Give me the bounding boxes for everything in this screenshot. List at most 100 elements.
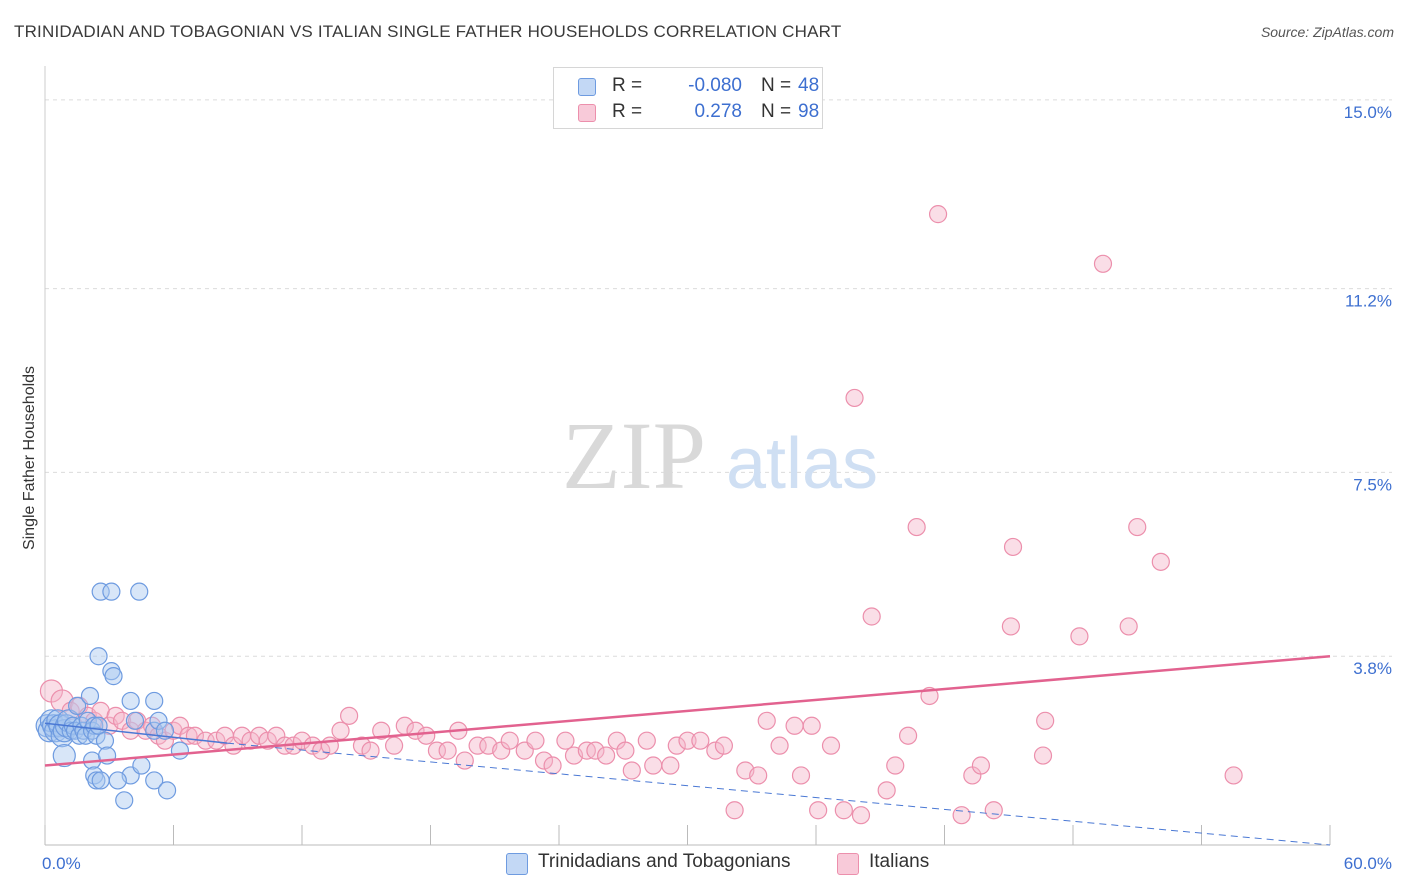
data-point-italian — [971, 756, 991, 775]
data-point-trinidadian — [68, 696, 87, 716]
data-point-italian — [749, 766, 768, 785]
data-point-italian — [361, 741, 380, 760]
data-point-trinidadian — [157, 781, 177, 800]
data-point-trinidadian — [145, 691, 164, 711]
data-point-trinidadian — [125, 711, 145, 730]
data-point-italian — [616, 741, 635, 760]
data-point-italian — [714, 736, 734, 755]
bottom-legend-swatch-pink — [837, 853, 859, 875]
data-point-italian — [661, 756, 680, 775]
points-layer — [35, 205, 1243, 825]
grid-layer — [45, 99, 1392, 657]
legend-r-value: -0.080 — [688, 75, 742, 96]
bottom-legend-label: Italians — [869, 851, 930, 872]
data-point-trinidadian — [102, 582, 121, 601]
legend-swatch-pink — [578, 104, 596, 122]
data-point-italian — [862, 607, 881, 626]
data-point-italian — [1003, 537, 1023, 557]
data-point-trinidadian — [145, 771, 164, 790]
data-point-italian — [821, 736, 841, 755]
data-point-italian — [928, 205, 948, 224]
data-point-trinidadian — [89, 647, 108, 666]
data-point-italian — [438, 741, 457, 760]
data-point-italian — [1151, 552, 1170, 571]
x-tick-label: 0.0% — [42, 854, 81, 873]
legend-n-label: N = — [761, 75, 792, 96]
tick-label-layer: 3.8% 7.5% 11.2% 15.0% 0.0% 60.0% — [42, 103, 1392, 873]
data-point-trinidadian — [91, 771, 110, 790]
data-point-italian — [556, 731, 575, 750]
data-point-italian — [597, 746, 616, 765]
data-point-trinidadian — [108, 771, 127, 790]
data-point-italian — [834, 801, 853, 820]
data-point-italian — [455, 751, 474, 770]
data-point-trinidadian — [52, 743, 76, 768]
data-point-trinidadian — [149, 711, 168, 730]
data-point-trinidadian — [132, 756, 151, 775]
data-point-italian — [757, 711, 776, 730]
data-point-italian — [526, 731, 545, 750]
data-point-italian — [907, 517, 926, 537]
y-tick-label: 7.5% — [1353, 475, 1392, 494]
data-point-italian — [1119, 617, 1138, 636]
trend-line-italian — [44, 654, 1331, 767]
legend-swatch-blue — [578, 78, 596, 96]
data-point-italian — [372, 721, 391, 740]
data-point-italian — [500, 731, 519, 750]
data-point-italian — [1070, 627, 1089, 646]
data-point-trinidadian — [80, 686, 100, 706]
y-tick-label: 3.8% — [1353, 659, 1392, 678]
data-point-italian — [802, 716, 821, 735]
data-point-italian — [678, 731, 697, 750]
x-tick-label: 60.0% — [1344, 854, 1392, 873]
data-point-italian — [637, 731, 656, 750]
axis-layer — [44, 66, 1331, 846]
data-point-trinidadian — [170, 741, 190, 760]
data-point-trinidadian — [115, 791, 134, 810]
y-tick-label: 11.2% — [1345, 292, 1392, 311]
data-point-trinidadian — [104, 667, 123, 686]
data-point-italian — [886, 756, 905, 775]
data-point-italian — [121, 721, 140, 740]
data-point-italian — [851, 806, 871, 825]
data-point-trinidadian — [95, 731, 115, 750]
data-point-italian — [468, 736, 487, 755]
data-point-italian — [770, 736, 789, 755]
legend-n-label: N = — [761, 101, 792, 122]
correlation-legend: R = -0.080 N = 48 R = 0.278 N = 98 — [553, 67, 823, 129]
data-point-italian — [706, 741, 725, 760]
legend-n-value: 48 — [798, 75, 820, 96]
data-point-italian — [725, 801, 744, 820]
data-point-italian — [543, 756, 562, 775]
data-point-italian — [667, 736, 686, 755]
data-point-italian — [691, 731, 710, 750]
source-label: Source: ZipAtlas.com — [1260, 24, 1394, 40]
bottom-legend-label: Trinidadians and Tobagonians — [538, 851, 791, 872]
data-point-italian — [898, 726, 918, 745]
trend-line-trinidadian — [44, 722, 228, 744]
trend-layer — [44, 654, 1331, 846]
data-point-trinidadian — [130, 582, 149, 601]
data-point-italian — [417, 726, 436, 745]
data-point-trinidadian — [87, 771, 106, 790]
data-point-italian — [1001, 617, 1020, 636]
data-point-italian — [791, 766, 811, 785]
legend-r-value: 0.278 — [694, 101, 742, 122]
watermark: ZIP atlas — [562, 402, 878, 509]
data-point-italian — [586, 741, 605, 760]
data-point-italian — [1033, 746, 1053, 765]
data-point-italian — [1036, 711, 1055, 730]
trend-line-dashed-trinidadian — [226, 742, 1331, 846]
data-point-italian — [258, 731, 277, 750]
data-point-italian — [331, 721, 350, 740]
data-point-italian — [622, 761, 641, 780]
data-point-italian — [845, 388, 864, 408]
y-tick-label: 15.0% — [1344, 103, 1392, 122]
data-point-italian — [427, 741, 447, 760]
data-point-italian — [984, 801, 1003, 820]
legend-r-label: R = — [612, 75, 643, 96]
data-point-italian — [1224, 766, 1243, 785]
chart-title: TRINIDADIAN AND TOBAGONIAN VS ITALIAN SI… — [14, 22, 842, 41]
data-point-italian — [1093, 254, 1113, 273]
